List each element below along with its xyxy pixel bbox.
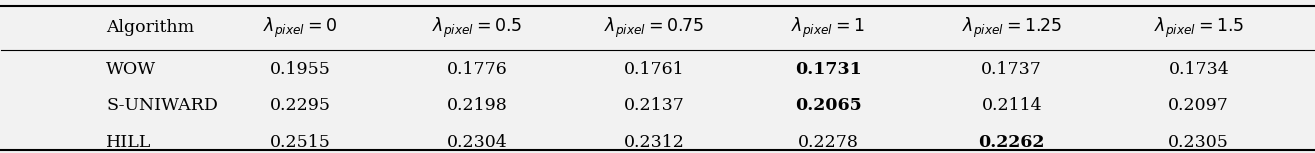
Text: 0.2278: 0.2278 [798, 134, 859, 151]
Text: HILL: HILL [107, 134, 151, 151]
Text: S-UNIWARD: S-UNIWARD [107, 97, 218, 114]
Text: $\lambda_{pixel} = 1.25$: $\lambda_{pixel} = 1.25$ [961, 15, 1063, 40]
Text: 0.2114: 0.2114 [981, 97, 1041, 114]
Text: 0.2304: 0.2304 [447, 134, 508, 151]
Text: Algorithm: Algorithm [107, 19, 195, 36]
Text: 0.2312: 0.2312 [623, 134, 685, 151]
Text: 0.2065: 0.2065 [794, 97, 861, 114]
Text: $\lambda_{pixel} = 0$: $\lambda_{pixel} = 0$ [263, 15, 337, 40]
Text: 0.1737: 0.1737 [981, 61, 1043, 78]
Text: $\lambda_{pixel} = 1$: $\lambda_{pixel} = 1$ [792, 15, 865, 40]
Text: $\lambda_{pixel} = 1.5$: $\lambda_{pixel} = 1.5$ [1153, 15, 1244, 40]
Text: 0.2515: 0.2515 [270, 134, 330, 151]
Text: 0.2097: 0.2097 [1168, 97, 1230, 114]
Text: 0.2305: 0.2305 [1168, 134, 1230, 151]
Text: 0.2137: 0.2137 [623, 97, 685, 114]
Text: WOW: WOW [107, 61, 156, 78]
Text: $\lambda_{pixel} = 0.75$: $\lambda_{pixel} = 0.75$ [605, 15, 704, 40]
Text: 0.1776: 0.1776 [447, 61, 508, 78]
Text: 0.2198: 0.2198 [447, 97, 508, 114]
Text: 0.1955: 0.1955 [270, 61, 330, 78]
Text: 0.2262: 0.2262 [978, 134, 1045, 151]
Text: 0.1761: 0.1761 [623, 61, 685, 78]
Text: 0.1734: 0.1734 [1169, 61, 1230, 78]
Text: 0.2295: 0.2295 [270, 97, 330, 114]
Text: $\lambda_{pixel} = 0.5$: $\lambda_{pixel} = 0.5$ [433, 15, 522, 40]
Text: 0.1731: 0.1731 [794, 61, 861, 78]
